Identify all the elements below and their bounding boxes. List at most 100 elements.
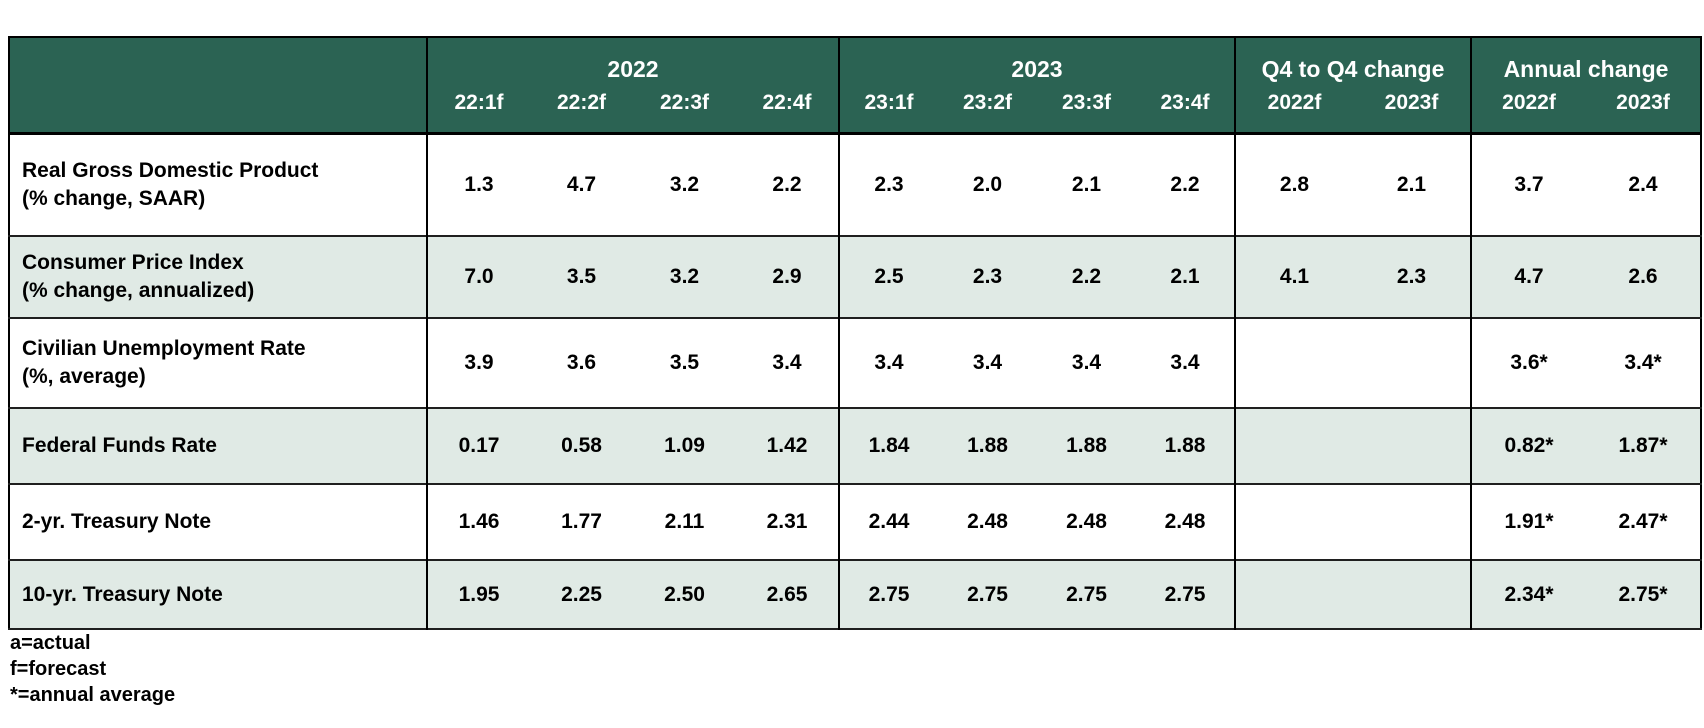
- value-cell: 1.87*: [1586, 408, 1701, 484]
- table-row: Federal Funds Rate 0.17 0.58 1.09 1.42 1.84 1.…: [9, 408, 1701, 484]
- value-cell: 3.9: [426, 318, 530, 408]
- value-cell: 2.1: [1136, 236, 1235, 318]
- value-cell: 3.4: [736, 318, 839, 408]
- value-cell: 3.2: [633, 133, 736, 236]
- column-header: 2022f: [1470, 89, 1586, 133]
- value-cell: 3.4: [938, 318, 1037, 408]
- table-row: 2-yr. Treasury Note 1.46 1.77 2.11 2.31 2.44 2…: [9, 484, 1701, 560]
- value-cell: 2.11: [633, 484, 736, 560]
- value-cell: [1234, 318, 1353, 408]
- footnote-actual: a=actual: [10, 632, 91, 654]
- value-cell: 2.2: [1037, 236, 1136, 318]
- table-corner-cell: [9, 37, 427, 133]
- value-cell: 1.84: [838, 408, 938, 484]
- value-cell: 2.34*: [1470, 560, 1586, 629]
- row-label: 10-yr. Treasury Note: [9, 560, 427, 629]
- value-cell: 1.42: [736, 408, 839, 484]
- value-cell: 2.75: [1136, 560, 1235, 629]
- value-cell: 1.91*: [1470, 484, 1586, 560]
- value-cell: 1.88: [1136, 408, 1235, 484]
- value-cell: [1234, 484, 1353, 560]
- value-cell: 7.0: [426, 236, 530, 318]
- value-cell: 2.48: [1136, 484, 1235, 560]
- header-sub-row: 22:1f 22:2f 22:3f 22:4f 23:1f 23:2f 23:3…: [9, 89, 1701, 133]
- table-row: Consumer Price Index (% change, annualize…: [9, 236, 1701, 318]
- value-cell: 3.4*: [1586, 318, 1701, 408]
- value-cell: [1353, 318, 1471, 408]
- value-cell: 3.6*: [1470, 318, 1586, 408]
- table-row: 10-yr. Treasury Note 1.95 2.25 2.50 2.65 2.75…: [9, 560, 1701, 629]
- value-cell: [1353, 408, 1471, 484]
- value-cell: [1353, 560, 1471, 629]
- value-cell: 4.1: [1234, 236, 1353, 318]
- value-cell: 2.3: [1353, 236, 1471, 318]
- column-header: 22:2f: [530, 89, 633, 133]
- value-cell: 0.58: [530, 408, 633, 484]
- row-label: Real Gross Domestic Product (% change, SA…: [9, 133, 427, 236]
- footnote-annual-average: *=annual average: [10, 684, 176, 706]
- value-cell: 2.48: [1037, 484, 1136, 560]
- row-label: Civilian Unemployment Rate (%, average): [9, 318, 427, 408]
- value-cell: 2.2: [736, 133, 839, 236]
- column-header: 2023f: [1586, 89, 1701, 133]
- value-cell: 2.48: [938, 484, 1037, 560]
- footnote-forecast: f=forecast: [10, 658, 107, 680]
- table-body: Real Gross Domestic Product (% change, SA…: [9, 133, 1701, 629]
- value-cell: 2.47*: [1586, 484, 1701, 560]
- column-group-2023: 2023: [838, 37, 1235, 89]
- value-cell: 4.7: [1470, 236, 1586, 318]
- value-cell: 2.1: [1037, 133, 1136, 236]
- value-cell: 2.75*: [1586, 560, 1701, 629]
- column-header: 2023f: [1353, 89, 1471, 133]
- value-cell: 2.4: [1586, 133, 1701, 236]
- value-cell: 2.5: [838, 236, 938, 318]
- value-cell: 2.65: [736, 560, 839, 629]
- value-cell: 2.3: [838, 133, 938, 236]
- value-cell: 1.95: [426, 560, 530, 629]
- column-header: 23:1f: [838, 89, 938, 133]
- row-label: Federal Funds Rate: [9, 408, 427, 484]
- value-cell: 3.4: [838, 318, 938, 408]
- value-cell: 3.5: [633, 318, 736, 408]
- value-cell: [1234, 408, 1353, 484]
- table-row: Real Gross Domestic Product (% change, SA…: [9, 133, 1701, 236]
- economic-forecast-table: 2022 2023 Q4 to Q4 change Annual change …: [8, 36, 1702, 630]
- value-cell: 3.4: [1136, 318, 1235, 408]
- row-label: 2-yr. Treasury Note: [9, 484, 427, 560]
- value-cell: 1.3: [426, 133, 530, 236]
- row-label: Consumer Price Index (% change, annualize…: [9, 236, 427, 318]
- value-cell: 1.46: [426, 484, 530, 560]
- value-cell: 0.17: [426, 408, 530, 484]
- value-cell: 2.50: [633, 560, 736, 629]
- value-cell: 2.25: [530, 560, 633, 629]
- column-header: 22:4f: [736, 89, 839, 133]
- value-cell: 2.44: [838, 484, 938, 560]
- table-row: Civilian Unemployment Rate (%, average) 3.…: [9, 318, 1701, 408]
- column-header: 23:2f: [938, 89, 1037, 133]
- column-header: 22:1f: [426, 89, 530, 133]
- column-header: 22:3f: [633, 89, 736, 133]
- value-cell: 2.75: [938, 560, 1037, 629]
- value-cell: 3.5: [530, 236, 633, 318]
- value-cell: 2.3: [938, 236, 1037, 318]
- value-cell: [1353, 484, 1471, 560]
- column-header: 2022f: [1234, 89, 1353, 133]
- value-cell: 2.9: [736, 236, 839, 318]
- value-cell: [1234, 560, 1353, 629]
- value-cell: 3.2: [633, 236, 736, 318]
- value-cell: 3.4: [1037, 318, 1136, 408]
- column-header: 23:3f: [1037, 89, 1136, 133]
- value-cell: 1.77: [530, 484, 633, 560]
- column-header: 23:4f: [1136, 89, 1235, 133]
- value-cell: 3.7: [1470, 133, 1586, 236]
- column-group-2022: 2022: [426, 37, 839, 89]
- value-cell: 2.8: [1234, 133, 1353, 236]
- value-cell: 4.7: [530, 133, 633, 236]
- value-cell: 2.6: [1586, 236, 1701, 318]
- value-cell: 2.31: [736, 484, 839, 560]
- header-group-row: 2022 2023 Q4 to Q4 change Annual change: [9, 37, 1701, 133]
- value-cell: 2.2: [1136, 133, 1235, 236]
- value-cell: 1.88: [938, 408, 1037, 484]
- value-cell: 2.75: [838, 560, 938, 629]
